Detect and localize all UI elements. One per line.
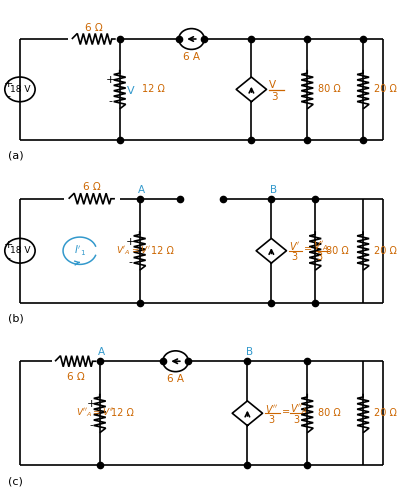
Text: 12 Ω: 12 Ω — [142, 84, 164, 94]
Text: -: - — [7, 253, 11, 263]
Text: +: + — [4, 79, 14, 88]
Text: $V'$: $V'$ — [289, 240, 300, 252]
Text: 18 V: 18 V — [10, 85, 30, 94]
Text: 20 Ω: 20 Ω — [374, 84, 397, 94]
Text: -: - — [89, 420, 93, 429]
Text: 80 Ω: 80 Ω — [318, 84, 341, 94]
Text: $V''$: $V''$ — [265, 403, 279, 415]
Text: B: B — [246, 347, 253, 357]
Text: 6 A: 6 A — [183, 52, 200, 62]
Text: +: + — [4, 240, 14, 250]
Text: 18 V: 18 V — [10, 246, 30, 255]
Text: 6 Ω: 6 Ω — [83, 182, 101, 192]
Text: $I'_1$: $I'_1$ — [74, 244, 86, 258]
Text: =: = — [304, 244, 312, 254]
Text: 3: 3 — [268, 415, 275, 425]
Text: $V'_A$: $V'_A$ — [313, 239, 329, 253]
Text: $V'_A = V'$: $V'_A = V'$ — [116, 244, 151, 257]
Text: 12 Ω: 12 Ω — [151, 246, 174, 256]
Text: V: V — [126, 86, 134, 96]
Text: -: - — [109, 96, 113, 106]
Text: 20 Ω: 20 Ω — [374, 408, 397, 418]
Text: 20 Ω: 20 Ω — [374, 246, 397, 256]
Text: 80 Ω: 80 Ω — [326, 246, 349, 256]
Text: 6 Ω: 6 Ω — [85, 22, 103, 33]
Text: 3: 3 — [316, 252, 322, 262]
Text: V: V — [269, 81, 277, 90]
Text: A: A — [138, 184, 145, 195]
Text: $V''_A$: $V''_A$ — [290, 402, 308, 416]
Text: +: + — [106, 75, 116, 85]
Text: -: - — [129, 257, 133, 267]
Text: $V''_A = V''$: $V''_A = V''$ — [76, 407, 114, 420]
Text: B: B — [270, 184, 277, 195]
Text: 80 Ω: 80 Ω — [318, 408, 341, 418]
Text: -: - — [7, 92, 11, 102]
Text: +: + — [86, 399, 96, 409]
Text: 6 A: 6 A — [167, 374, 184, 384]
Text: =: = — [282, 407, 290, 417]
Text: 3: 3 — [271, 92, 278, 102]
Text: 12 Ω: 12 Ω — [111, 408, 134, 418]
Text: (c): (c) — [8, 476, 23, 487]
Text: A: A — [98, 347, 105, 357]
Text: (b): (b) — [8, 314, 24, 324]
Text: +: + — [126, 237, 136, 246]
Text: (a): (a) — [8, 151, 24, 161]
Text: 3: 3 — [294, 415, 300, 425]
Text: 3: 3 — [291, 252, 298, 262]
Text: 6 Ω: 6 Ω — [67, 372, 85, 382]
